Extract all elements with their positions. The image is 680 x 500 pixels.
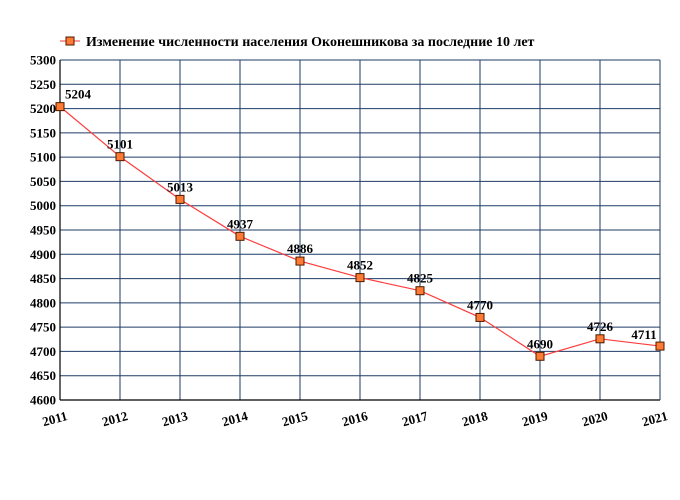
y-tick-label: 5250 [30,77,56,92]
data-point-marker [595,334,605,344]
data-point-marker [115,152,125,162]
y-tick-label: 5150 [30,125,56,140]
y-tick-label: 4700 [30,344,56,359]
y-tick-label: 5100 [30,150,56,165]
x-tick-label: 2011 [41,408,69,429]
data-point-marker [355,273,365,283]
data-point-marker [415,286,425,296]
y-tick-label: 4850 [30,271,56,286]
x-tick-label: 2020 [580,408,609,429]
data-point-marker [475,312,485,322]
x-tick-label: 2013 [160,408,189,429]
y-tick-label: 4800 [30,295,56,310]
legend: Изменение численности населения Оконешни… [60,35,535,50]
y-tick-label: 4650 [30,368,56,383]
data-label: 4711 [631,327,656,342]
data-point-marker [295,256,305,266]
x-tick-label: 2014 [220,408,249,429]
data-label: 4825 [407,271,434,286]
data-labels: 5204 5101 5013 4937 4886 4852 4825 4770 4690 4726… [65,87,657,352]
x-tick-label: 2016 [340,408,369,429]
x-tick-label: 2012 [100,408,129,429]
y-tick-label: 4750 [30,320,56,335]
y-tick-label: 4950 [30,223,56,238]
data-label: 4886 [287,241,314,256]
data-label: 4852 [347,258,373,273]
tick-labels: 4600 4650 4700 4750 4800 4850 4900 4950 5000 5050… [30,53,669,430]
y-tick-label: 5200 [30,101,56,116]
series [55,102,665,361]
y-tick-label: 5300 [30,53,56,68]
data-point-marker [655,341,665,351]
data-point-marker [535,351,545,361]
data-label: 4690 [527,336,553,351]
data-label: 4770 [467,297,493,312]
x-tick-label: 2019 [520,408,549,429]
y-tick-label: 4900 [30,247,56,262]
data-label: 5013 [167,179,194,194]
axes [59,59,661,401]
x-tick-label: 2021 [640,408,669,429]
data-point-marker [175,194,185,204]
data-label: 4937 [227,216,254,231]
legend-label: Изменение численности населения Оконешни… [86,35,535,50]
data-label: 5101 [107,137,133,152]
legend-marker-swatch [65,36,75,46]
x-tick-label: 2015 [280,408,309,429]
grid [59,59,661,401]
x-tick-label: 2017 [400,408,429,429]
x-tick-label: 2018 [460,408,489,429]
y-tick-label: 5000 [30,198,56,213]
y-tick-label: 5050 [30,174,56,189]
y-tick-label: 4600 [30,393,56,408]
data-point-marker [55,102,65,112]
data-label: 5204 [65,87,92,102]
data-label: 4726 [587,319,614,334]
data-point-marker [235,231,245,241]
